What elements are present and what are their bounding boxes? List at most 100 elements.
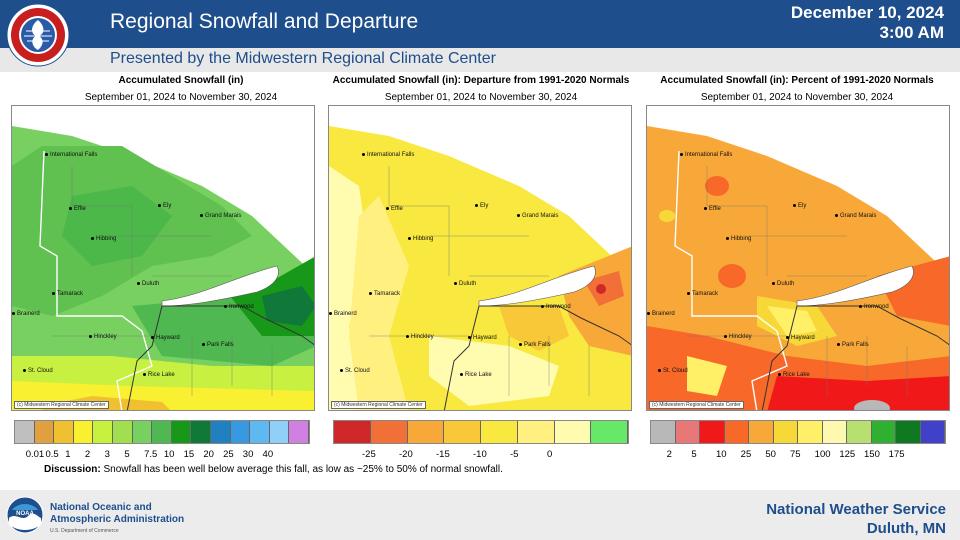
city-label: Hibbing <box>91 236 116 242</box>
legend-label: 125 <box>839 449 856 460</box>
map-copyright: (c) Midwestern Regional Climate Center <box>331 401 426 409</box>
legend-swatch <box>554 421 592 443</box>
legend-label: 5 <box>124 449 130 460</box>
legend-label: -5 <box>510 449 519 460</box>
legend-swatch <box>651 421 676 443</box>
city-label: Grand Marais <box>835 213 876 219</box>
legend-label: 25 <box>740 449 752 460</box>
city-label: Hayward <box>151 335 180 341</box>
legend-swatch <box>773 421 798 443</box>
snowfall-legend-labels: 0.01 0.5 1 2 3 5 7.5 10 15 20 25 30 40 <box>14 449 310 461</box>
legend-label: 0.01 <box>25 449 45 460</box>
noaa-name-line1: National Oceanic and <box>50 502 152 513</box>
discussion-body: Snowfall has been well below average thi… <box>103 464 503 475</box>
subtitle-bar <box>0 48 960 72</box>
page-title: Regional Snowfall and Departure <box>110 10 419 33</box>
panel-1-title: Accumulated Snowfall (in) <box>118 75 244 86</box>
legend-label: -25 <box>362 449 376 460</box>
legend-swatch <box>847 421 872 443</box>
legend-label: 0 <box>547 449 553 460</box>
issue-time: 3:00 AM <box>879 23 944 42</box>
legend-swatch <box>152 421 172 443</box>
noaa-department: U.S. Department of Commerce <box>50 528 119 534</box>
legend-swatch <box>132 421 153 443</box>
legend-swatch <box>15 421 35 443</box>
city-label: Tamarack <box>687 291 718 297</box>
legend-swatch <box>444 421 481 443</box>
discussion-label: Discussion: <box>44 464 101 475</box>
panel-1-dates: September 01, 2024 to November 30, 2024 <box>84 92 278 103</box>
nws-office: National Weather Service Duluth, MN <box>766 500 946 538</box>
panel-2-title: Accumulated Snowfall (in): Departure fro… <box>332 75 630 86</box>
page-subtitle: Presented by the Midwestern Regional Cli… <box>110 50 496 67</box>
legend-swatch <box>871 421 896 443</box>
city-label: Tamarack <box>369 291 400 297</box>
city-label: St. Cloud <box>658 368 688 374</box>
legend-label: 150 <box>864 449 880 460</box>
city-label: International Falls <box>45 152 97 158</box>
map-copyright: (c) Midwestern Regional Climate Center <box>14 401 109 409</box>
legend-label: 40 <box>262 449 274 460</box>
city-label: Hayward <box>468 335 497 341</box>
city-label: Rice Lake <box>143 372 175 378</box>
noaa-logo-text: NOAA <box>16 511 34 517</box>
legend-label: 10 <box>163 449 175 460</box>
city-label: Brainerd <box>647 311 675 317</box>
city-label: Park Falls <box>519 342 551 348</box>
legend-label: -10 <box>473 449 487 460</box>
legend-swatch <box>724 421 749 443</box>
legend-label: -20 <box>399 449 413 460</box>
city-label: Park Falls <box>837 342 869 348</box>
city-label: Brainerd <box>329 311 357 317</box>
legend-swatch <box>675 421 700 443</box>
city-label: Tamarack <box>52 291 83 297</box>
map-copyright: (c) Midwestern Regional Climate Center <box>649 401 744 409</box>
city-label: Ironwood <box>224 304 254 310</box>
legend-label: 2 <box>666 449 672 460</box>
discussion-text: Discussion: Snowfall has been well below… <box>44 464 503 475</box>
city-label: Ironwood <box>541 304 571 310</box>
city-label: Ironwood <box>859 304 889 310</box>
percent-legend <box>650 420 946 444</box>
city-label: Ely <box>475 203 488 209</box>
header-bar <box>0 0 960 48</box>
legend-label: -15 <box>436 449 450 460</box>
city-label: Duluth <box>772 281 794 287</box>
legend-swatch <box>112 421 133 443</box>
legend-swatch <box>210 421 231 443</box>
city-label: Park Falls <box>202 342 234 348</box>
percent-map: International Falls Effie Ely Grand Mara… <box>646 105 950 411</box>
legend-swatch <box>591 421 628 443</box>
city-label: Grand Marais <box>200 213 241 219</box>
panel-2-dates: September 01, 2024 to November 30, 2024 <box>384 92 578 103</box>
footer-bar <box>0 490 960 540</box>
city-label: Brainerd <box>12 311 40 317</box>
snowfall-map: International Falls Effie Ely Grand Mara… <box>11 105 315 411</box>
city-label: Duluth <box>454 281 476 287</box>
noaa-name-line2: Atmospheric Administration <box>50 514 185 525</box>
noaa-logo-icon: NOAA <box>6 496 44 534</box>
panel-3-title: Accumulated Snowfall (in): Percent of 19… <box>660 75 934 86</box>
nws-office-line1: National Weather Service <box>766 501 946 518</box>
legend-swatch <box>822 421 847 443</box>
city-label: Grand Marais <box>517 213 558 219</box>
city-label: St. Cloud <box>340 368 370 374</box>
legend-swatch <box>34 421 55 443</box>
legend-label: 20 <box>203 449 214 460</box>
noaa-name: National Oceanic and Atmospheric Adminis… <box>50 502 184 526</box>
percent-legend-labels: 2 5 10 25 50 75 100 125 150 175 <box>650 449 946 461</box>
city-label: Effie <box>69 206 86 212</box>
city-label: Hibbing <box>726 236 751 242</box>
city-label: Hinckley <box>406 334 434 340</box>
legend-swatch <box>191 421 211 443</box>
departure-legend-labels: -25 -20 -15 -10 -5 0 <box>333 449 629 461</box>
city-label: Effie <box>704 206 721 212</box>
city-label: International Falls <box>680 152 732 158</box>
city-label: Effie <box>386 206 403 212</box>
legend-label: 7.5 <box>144 449 158 460</box>
city-label: Hibbing <box>408 236 433 242</box>
legend-swatch <box>798 421 823 443</box>
legend-label: 175 <box>888 449 905 460</box>
legend-swatch <box>920 421 945 443</box>
city-label: Rice Lake <box>460 372 492 378</box>
